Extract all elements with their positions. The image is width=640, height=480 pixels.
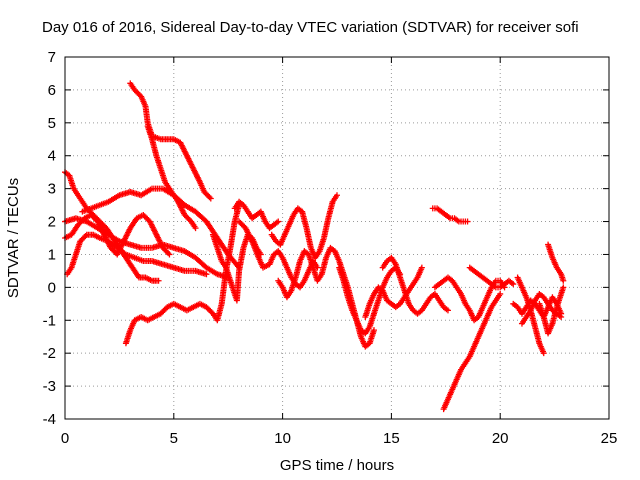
y-tick-label: 5 — [48, 115, 56, 132]
series-pass-19 — [440, 290, 504, 413]
y-tick-label: 4 — [48, 148, 56, 165]
data-point — [560, 277, 567, 284]
chart-title: Day 016 of 2016, Sidereal Day-to-day VTE… — [42, 19, 579, 36]
data-point — [203, 271, 210, 278]
series-pass-20 — [466, 264, 517, 291]
data-point — [558, 313, 565, 320]
series-pass-12 — [268, 192, 340, 261]
x-tick-label: 15 — [383, 430, 400, 447]
data-series — [62, 80, 567, 413]
data-point — [540, 350, 547, 357]
y-tick-label: 7 — [48, 49, 56, 66]
series-pass-23 — [518, 290, 565, 327]
series-pass-18 — [431, 274, 508, 324]
y-axis-label: SDTVAR / TECUs — [5, 178, 22, 298]
x-tick-labels: 0 5 10 15 20 25 — [61, 430, 618, 447]
y-tick-label: 3 — [48, 181, 56, 198]
x-tick-label: 20 — [492, 430, 509, 447]
data-point — [166, 251, 173, 258]
y-tick-label: -3 — [43, 378, 56, 395]
data-point — [207, 195, 214, 202]
x-axis-label: GPS time / hours — [280, 457, 394, 474]
marker — [82, 233, 89, 240]
data-point — [464, 218, 471, 225]
data-point — [510, 281, 517, 288]
x-tick-label: 25 — [601, 430, 618, 447]
y-tick-label: 1 — [48, 246, 56, 263]
series-pass-6 — [64, 231, 210, 278]
y-tick-label: -2 — [43, 345, 56, 362]
series-pass-16 — [379, 254, 451, 317]
series-pass-24 — [545, 241, 567, 284]
series-pass-7 — [62, 211, 173, 258]
series-pass-13 — [275, 244, 377, 350]
series-pass-5 — [62, 215, 232, 281]
y-tick-label: -4 — [43, 411, 56, 428]
x-tick-label: 0 — [61, 430, 69, 447]
plot-frame — [64, 56, 610, 420]
series-pass-1 — [127, 80, 214, 202]
series-pass-25 — [536, 284, 567, 337]
series-pass-9 — [209, 231, 264, 304]
series-pass-8 — [122, 202, 243, 347]
data-point — [370, 327, 377, 334]
x-tick-label: 5 — [170, 430, 178, 447]
data-point — [275, 218, 282, 225]
series-pass-10 — [231, 198, 282, 232]
data-point — [155, 277, 162, 284]
y-tick-label: 0 — [48, 279, 56, 296]
data-point — [444, 307, 451, 314]
y-tick-label: 2 — [48, 214, 56, 231]
data-point — [497, 290, 504, 297]
y-tick-labels: -4 -3 -2 -1 0 1 2 3 4 5 6 7 — [43, 49, 56, 428]
marker — [206, 194, 213, 201]
data-point — [418, 264, 425, 271]
series-pass-11 — [236, 218, 321, 291]
x-tick-label: 10 — [274, 430, 291, 447]
data-point — [560, 284, 567, 291]
marker — [165, 250, 172, 257]
y-tick-label: 6 — [48, 82, 56, 99]
data-point — [192, 225, 199, 232]
series-pass-17 — [429, 205, 471, 225]
y-tick-label: -1 — [43, 312, 56, 329]
data-point — [334, 192, 340, 199]
